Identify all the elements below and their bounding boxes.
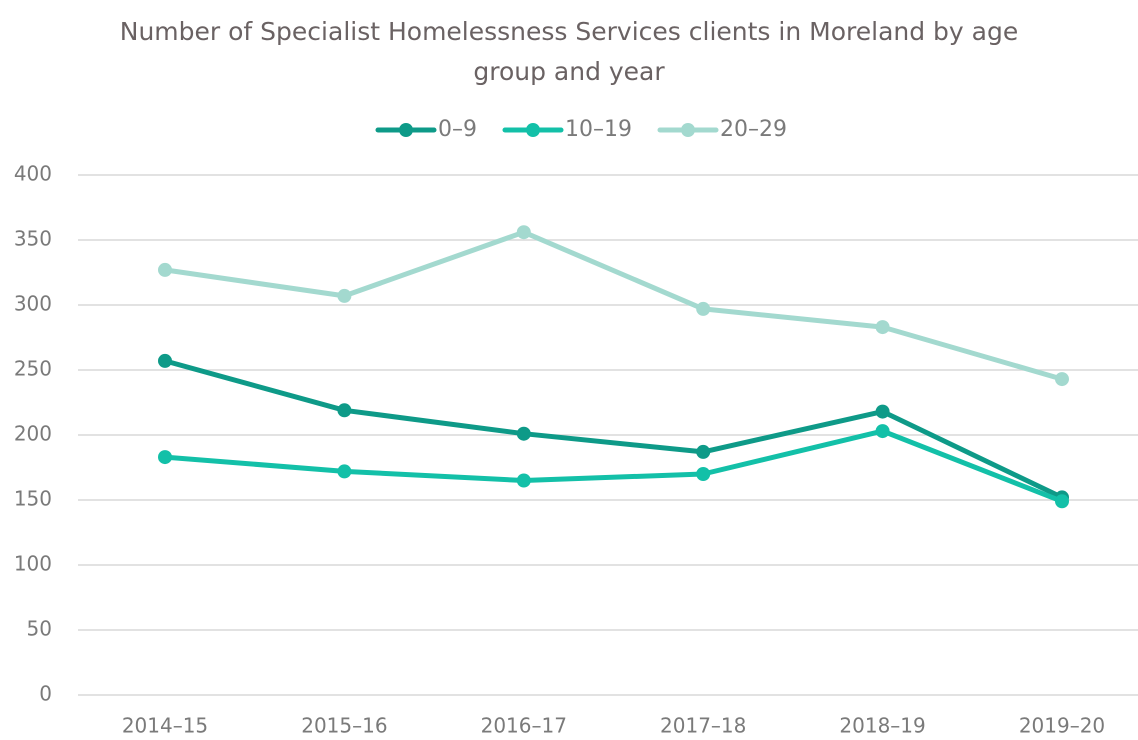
- data-point: [337, 288, 352, 303]
- x-tick-label: 2019–20: [1019, 714, 1105, 738]
- data-point: [158, 262, 172, 277]
- y-tick-label: 100: [14, 552, 52, 576]
- y-tick-label: 350: [14, 227, 52, 251]
- data-point: [1055, 372, 1069, 387]
- y-tick-label: 150: [14, 487, 52, 511]
- data-point: [696, 467, 711, 481]
- data-point: [875, 320, 890, 335]
- x-tick-label: 2017–18: [660, 714, 746, 738]
- y-tick-label: 400: [14, 162, 52, 186]
- y-tick-label: 200: [14, 422, 52, 446]
- y-tick-label: 300: [14, 292, 52, 316]
- data-point: [158, 450, 172, 465]
- data-point: [1055, 494, 1069, 509]
- series-line: [164, 358, 1064, 500]
- y-tick-label: 250: [14, 357, 52, 381]
- data-point: [516, 426, 531, 441]
- series-line: [164, 229, 1063, 382]
- y-tick-label: 0: [39, 682, 52, 706]
- data-point: [337, 403, 352, 418]
- chart-title: Number of Specialist Homelessness Servic…: [119, 17, 1019, 86]
- legend-label: 20–29: [720, 117, 787, 142]
- data-point: [875, 404, 890, 419]
- x-tick-label: 2018–19: [839, 714, 925, 738]
- data-point: [696, 444, 711, 459]
- series-line: [164, 428, 1063, 504]
- data-point: [696, 301, 711, 316]
- y-tick-label: 50: [27, 617, 52, 641]
- data-point: [516, 473, 531, 488]
- x-tick-label: 2016–17: [481, 714, 567, 738]
- legend-marker: [526, 123, 540, 137]
- legend-marker: [681, 123, 695, 137]
- legend-label: 0–9: [438, 117, 477, 142]
- data-point: [337, 464, 352, 479]
- legend-marker: [399, 123, 413, 137]
- x-tick-label: 2015–16: [301, 714, 387, 738]
- x-tick-label: 2014–15: [122, 714, 208, 738]
- data-point: [516, 225, 531, 240]
- data-point: [875, 424, 890, 439]
- data-point: [158, 353, 172, 368]
- legend-label: 10–19: [565, 117, 632, 142]
